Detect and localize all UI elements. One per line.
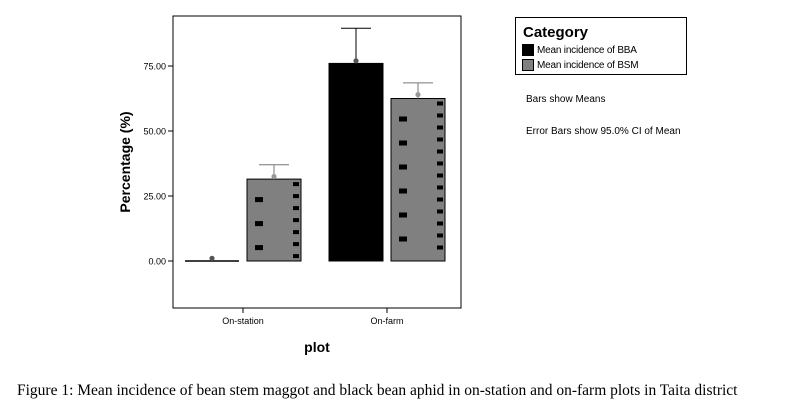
note-error-bars: Error Bars show 95.0% CI of Mean	[526, 126, 681, 137]
y-tick-label: 75.00	[143, 62, 166, 72]
figure-caption: Figure 1: Mean incidence of bean stem ma…	[17, 382, 738, 399]
x-axis: On-station On-farm	[222, 308, 404, 326]
bar-pattern-mark	[399, 164, 407, 170]
bar-bsm-on-farm	[390, 98, 446, 262]
y-axis-title: Percentage (%)	[117, 111, 133, 212]
legend-title: Category	[523, 24, 589, 41]
bar-pattern-mark	[437, 173, 443, 178]
x-axis-title: plot	[304, 339, 330, 355]
legend-swatch-bsm	[522, 59, 534, 71]
y-axis: 0.00 25.00 50.00 75.00	[143, 62, 173, 267]
bar-pattern-mark	[437, 233, 443, 238]
y-tick-label: 0.00	[148, 257, 166, 267]
legend-item-bba: Mean incidence of BBA	[522, 43, 637, 57]
bar-pattern-mark	[255, 197, 263, 203]
legend-label-bba: Mean incidence of BBA	[537, 44, 637, 56]
bar-pattern-mark	[399, 116, 407, 122]
bar-pattern-mark	[293, 194, 299, 199]
bar-pattern-mark	[437, 125, 443, 130]
bars-layer	[185, 62, 446, 262]
legend-item-bsm: Mean incidence of BSM	[522, 58, 639, 72]
legend-swatch-bba	[522, 44, 534, 56]
x-tick-label: On-station	[222, 316, 264, 326]
bar-pattern-mark	[437, 185, 443, 190]
bar-pattern-mark	[437, 221, 443, 226]
error-bars-layer	[209, 27, 433, 261]
bar-pattern-mark	[255, 245, 263, 251]
bar-pattern-mark	[437, 161, 443, 166]
bar-pattern-mark	[437, 149, 443, 154]
bar-pattern-mark	[293, 182, 299, 187]
mean-marker	[209, 255, 215, 261]
bar-pattern-mark	[293, 206, 299, 211]
mean-marker	[415, 92, 421, 98]
x-tick-label: On-farm	[370, 316, 403, 326]
bar-bba-on-farm	[328, 62, 384, 262]
bar-pattern-mark	[293, 218, 299, 223]
y-tick-label: 25.00	[143, 192, 166, 202]
bar-pattern-mark	[293, 242, 299, 247]
bar-pattern-mark	[399, 212, 407, 218]
bar-pattern-mark	[437, 209, 443, 214]
bar-pattern-mark	[293, 254, 299, 259]
bar-pattern-mark	[437, 197, 443, 202]
mean-marker	[271, 173, 277, 180]
bar-pattern-mark	[437, 137, 443, 142]
bar-pattern-mark	[399, 236, 407, 242]
bar-pattern-mark	[293, 230, 299, 235]
note-bars-show-means: Bars show Means	[526, 94, 606, 105]
bar-pattern-mark	[437, 113, 443, 118]
bar-pattern-mark	[437, 101, 443, 106]
bar-pattern-mark	[399, 140, 407, 146]
bar-pattern-mark	[437, 245, 443, 250]
bar-pattern-mark	[399, 188, 407, 194]
mean-marker	[353, 58, 359, 64]
legend: Category Mean incidence of BBA Mean inci…	[515, 17, 687, 75]
y-tick-label: 50.00	[143, 127, 166, 137]
legend-label-bsm: Mean incidence of BSM	[537, 59, 639, 71]
bar-pattern-mark	[255, 221, 263, 227]
